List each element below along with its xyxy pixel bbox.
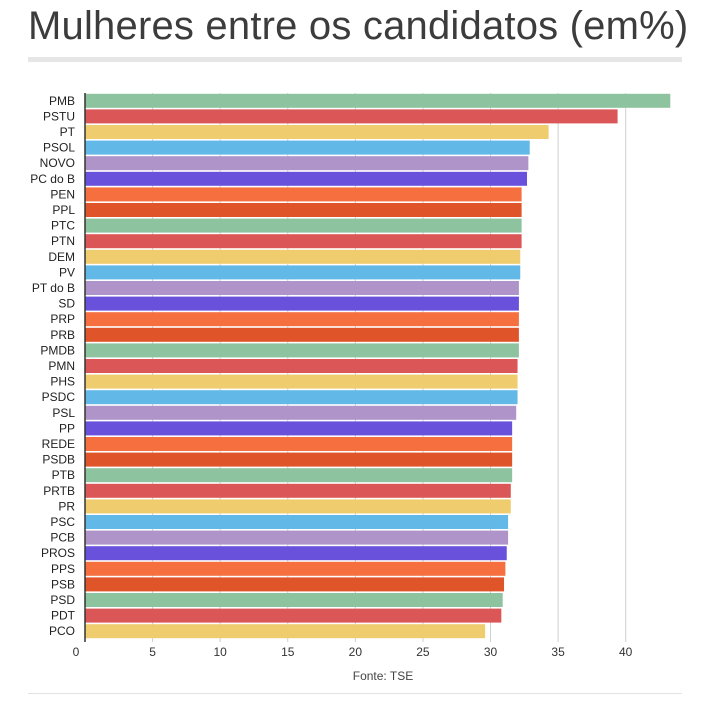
bar: [85, 171, 528, 186]
category-label: PSB: [51, 577, 75, 591]
category-label: PSTU: [43, 109, 75, 123]
category-label: PMB: [49, 94, 75, 108]
category-label: PTC: [51, 219, 75, 233]
x-tick-label: 30: [484, 645, 498, 659]
category-label: PSOL: [43, 141, 75, 155]
x-tick-label: 35: [551, 645, 565, 659]
bar: [85, 608, 502, 623]
bar: [85, 187, 522, 202]
category-label: PSDC: [42, 390, 76, 404]
x-tick-label: 25: [416, 645, 430, 659]
bar: [85, 515, 509, 529]
bar: [85, 421, 513, 436]
x-tick-label: 15: [281, 645, 295, 659]
category-label: PRP: [50, 312, 75, 326]
bar: [85, 140, 530, 155]
chart-title: Mulheres entre os candidatos (em%): [28, 4, 689, 48]
category-label: PCO: [49, 624, 75, 638]
bar: [85, 593, 503, 607]
category-label: PPL: [52, 203, 75, 217]
x-tick-label: 5: [149, 645, 156, 659]
bar: [85, 561, 506, 576]
bar: [85, 265, 521, 280]
category-label: PMDB: [40, 343, 75, 357]
category-label: PSD: [50, 593, 75, 607]
category-label: PCB: [50, 531, 75, 545]
category-label: PV: [59, 265, 75, 279]
category-label: PSDB: [42, 453, 75, 467]
title-divider: [28, 57, 682, 62]
category-label: PC do B: [30, 172, 75, 186]
x-tick-label: 0: [73, 645, 80, 659]
x-tick-label: 40: [619, 645, 633, 659]
bar: [85, 530, 509, 545]
category-label: PTB: [52, 468, 75, 482]
bar: [85, 390, 518, 405]
bar: [85, 483, 511, 498]
bar: [85, 343, 519, 358]
bar: [85, 577, 505, 592]
bar: [85, 93, 671, 108]
x-tick-label: 10: [213, 645, 227, 659]
bar: [85, 546, 507, 561]
bar: [85, 203, 522, 217]
bar: [85, 281, 519, 295]
bar: [85, 234, 522, 249]
category-label: PSL: [52, 406, 75, 420]
bar: [85, 499, 511, 514]
category-label: PRB: [50, 328, 75, 342]
category-label: PHS: [50, 375, 75, 389]
category-label: PDT: [51, 609, 76, 623]
category-label: REDE: [42, 437, 75, 451]
bar: [85, 359, 518, 373]
category-label: PRTB: [43, 484, 75, 498]
category-label: PP: [59, 421, 75, 435]
category-label: PEN: [50, 187, 75, 201]
category-label: NOVO: [40, 156, 75, 170]
bar: [85, 468, 513, 483]
bar: [85, 296, 519, 311]
category-label: PT: [60, 125, 76, 139]
bar: [85, 218, 522, 233]
bar: [85, 156, 529, 171]
x-tick-labels: 0 5 10 15 20 25 30 35 40: [73, 645, 633, 659]
bar: [85, 327, 519, 342]
bottom-divider: [28, 693, 682, 694]
category-label: DEM: [48, 250, 75, 264]
bar: [85, 109, 618, 124]
bar: [85, 452, 513, 467]
x-tick-label: 20: [349, 645, 363, 659]
category-label: PSC: [50, 515, 75, 529]
bars: [85, 93, 671, 639]
bar: [85, 405, 517, 420]
bar: [85, 374, 518, 389]
source-note: Fonte: TSE: [353, 669, 413, 683]
category-label: PROS: [41, 546, 75, 560]
bar: [85, 624, 486, 639]
category-label: SD: [58, 297, 75, 311]
category-label: PMN: [48, 359, 75, 373]
bar: [85, 249, 521, 264]
category-label: PPS: [51, 562, 75, 576]
bar: [85, 437, 513, 451]
bar: [85, 125, 549, 139]
category-label: PT do B: [32, 281, 75, 295]
category-label: PTN: [51, 234, 75, 248]
category-label: PR: [58, 499, 75, 513]
bar: [85, 312, 519, 327]
